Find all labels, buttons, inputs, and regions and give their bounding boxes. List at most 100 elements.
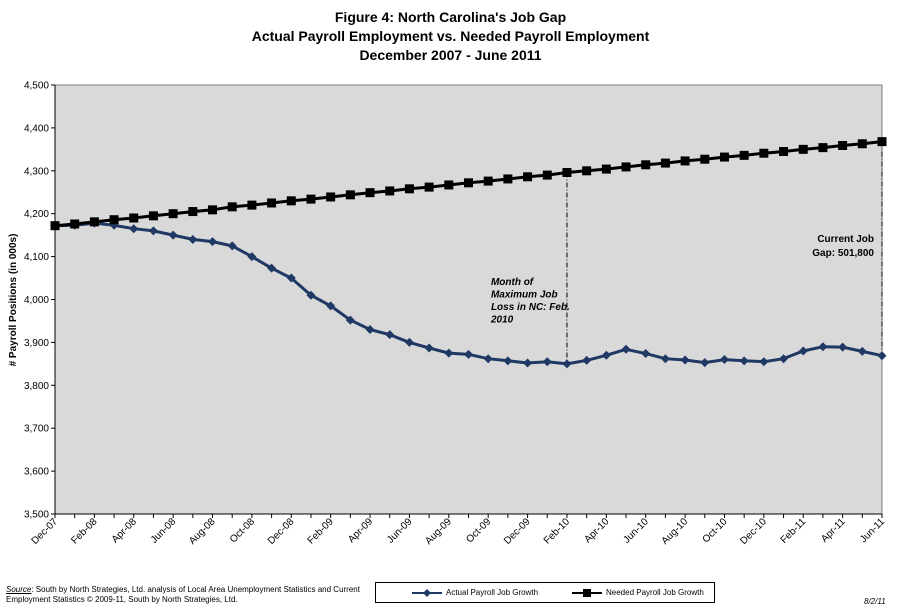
legend-swatch-actual [412,588,442,597]
point-actual [168,230,178,240]
point-needed [267,198,277,208]
point-actual [326,301,336,311]
title-line-3: December 2007 - June 2011 [359,47,542,63]
x-tick-label: Feb-09 [306,516,336,546]
point-needed [700,154,710,164]
annotation-max-loss-line: Month of [491,277,535,288]
x-tick-label: Jun-10 [621,516,651,546]
point-needed [109,215,119,225]
x-tick-label: Aug-09 [423,516,454,547]
y-tick-label: 3,900 [24,338,49,349]
point-actual [444,348,454,358]
annotation-max-loss-line: Loss in NC: Feb. [491,302,570,313]
point-actual [660,354,670,364]
point-needed [326,192,336,202]
point-needed [365,188,375,198]
x-axis: Dec-07 Feb-08 Apr-08 Jun-08 Aug-08 Oct-08 Dec-… [30,513,887,547]
point-actual [739,356,749,366]
title-line-1: Figure 4: North Carolina's Job Gap [334,9,567,25]
point-actual [148,226,158,236]
point-needed [483,176,493,186]
y-axis: 3,500 3,600 3,700 3,800 3,900 4,000 4,100 4,200… [24,81,56,521]
legend-item-actual: Actual Payroll Job Growth [412,588,538,597]
point-actual [700,358,710,368]
point-actual [798,346,808,356]
x-tick-label: Dec-10 [738,516,769,547]
point-actual [818,342,828,352]
point-needed [345,190,355,200]
point-needed [148,211,158,221]
x-tick-label: Aug-10 [660,516,691,547]
y-tick-label: 3,700 [24,424,49,435]
x-tick-label: Dec-07 [30,516,61,547]
point-needed [759,148,769,158]
x-tick-label: Apr-08 [110,516,139,545]
point-needed [641,160,651,170]
y-tick-label: 4,500 [24,81,49,92]
point-actual [542,357,552,367]
x-tick-label: Oct-08 [228,516,257,545]
point-actual [719,355,729,365]
point-actual [306,290,316,300]
point-needed [188,207,198,217]
point-needed [562,168,572,178]
point-actual [562,359,572,369]
point-actual [227,241,237,251]
x-tick-label: Jun-08 [149,516,179,546]
source-label: Source [6,585,32,594]
chart-title: Figure 4: North Carolina's Job Gap Actua… [0,8,901,65]
x-tick-label: Dec-08 [266,516,297,547]
point-actual [385,330,395,340]
x-tick-label: Feb-11 [779,516,809,546]
point-needed [779,146,789,156]
point-needed [306,194,316,204]
y-tick-label: 3,500 [24,510,49,521]
point-actual [483,354,493,364]
x-tick-label: Oct-10 [701,516,730,545]
point-needed [838,140,848,150]
point-actual [779,354,789,364]
point-actual [247,252,257,262]
point-actual [503,356,513,366]
point-needed [739,150,749,160]
point-needed [542,170,552,180]
legend-item-needed: Needed Payroll Job Growth [572,588,704,597]
y-tick-label: 4,200 [24,209,49,220]
annotation-current-gap-line: Current Job [817,234,874,245]
point-needed [680,156,690,166]
plot-area [54,84,883,515]
point-needed [247,200,257,210]
point-actual [877,351,887,361]
point-actual [208,237,218,247]
point-needed [660,158,670,168]
x-tick-label: Oct-09 [464,516,493,545]
x-tick-label: Feb-10 [542,516,572,546]
point-needed [50,221,60,231]
point-needed [385,186,395,196]
point-needed [857,139,867,149]
x-tick-label: Feb-08 [69,516,99,546]
point-needed [168,209,178,219]
point-needed [523,172,533,182]
legend-label-actual: Actual Payroll Job Growth [446,588,539,597]
x-tick-label: Jun-11 [858,516,887,545]
point-actual [286,273,296,283]
point-actual [404,337,414,347]
series-layer [50,137,887,369]
point-actual [267,263,277,273]
title-line-2: Actual Payroll Employment vs. Needed Pay… [251,28,650,44]
legend-swatch-needed [572,588,602,597]
point-needed [798,144,808,154]
point-needed [404,184,414,194]
x-tick-label: Apr-10 [582,516,611,545]
source-text: : South by North Strategies, Ltd. analys… [6,585,360,604]
point-actual [680,355,690,365]
point-actual [857,346,867,356]
x-tick-label: Apr-09 [346,516,375,545]
y-tick-label: 3,800 [24,381,49,392]
point-actual [464,349,473,359]
legend: Actual Payroll Job Growth Needed Payroll… [375,582,715,603]
point-needed [582,166,592,176]
y-tick-label: 4,300 [24,166,49,177]
point-needed [424,182,434,192]
